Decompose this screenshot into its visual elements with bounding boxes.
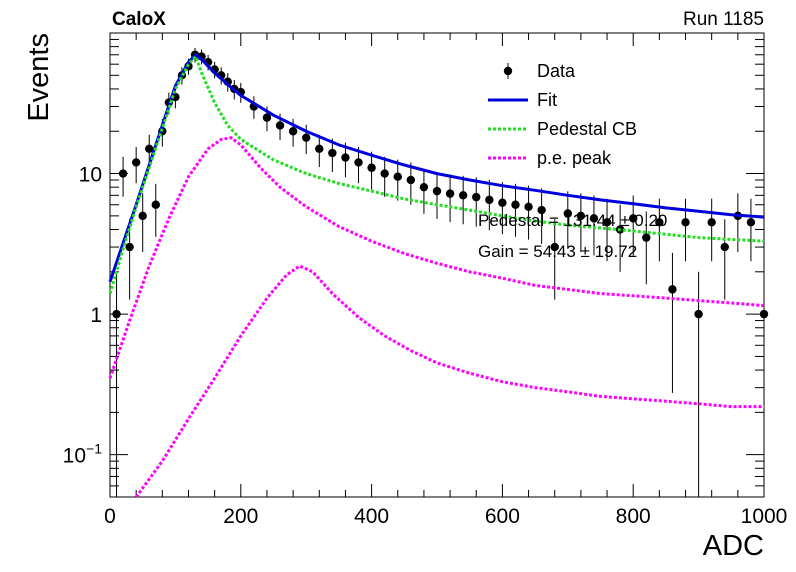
data-point <box>432 186 442 196</box>
data-point <box>720 242 729 252</box>
data-point <box>563 209 572 218</box>
data-point <box>315 144 324 154</box>
x-axis-title: ADC <box>703 530 764 562</box>
data-point <box>138 211 147 221</box>
data-point <box>576 211 586 221</box>
legend-label: Data <box>537 61 576 81</box>
data-point <box>118 169 128 178</box>
x-tick-label: 400 <box>354 505 389 528</box>
data-point <box>707 218 716 227</box>
y-tick-label: 1 <box>90 304 102 327</box>
data-point <box>125 242 134 252</box>
tick-labels: 0 200 400 600 800 1000 10−1 1 10 <box>63 164 788 528</box>
data-point <box>328 148 337 158</box>
x-tick-label: 0 <box>104 505 116 528</box>
data-point <box>642 233 651 242</box>
legend-label: Pedestal CB <box>537 119 637 139</box>
data-point <box>302 133 311 142</box>
legend-label: Fit <box>537 90 557 110</box>
legend-label: p.e. peak <box>537 148 612 168</box>
y-axis-title: Events <box>23 33 55 122</box>
data-point <box>151 200 160 209</box>
fit-curve <box>108 52 765 283</box>
data-point <box>262 113 272 122</box>
p-e-peak-curve <box>108 136 765 379</box>
data-point <box>472 192 481 202</box>
fit-stats: Pedestal = 131.44 ± 0.20 Gain = 54.43 ± 1… <box>478 211 667 261</box>
data-point <box>393 172 402 181</box>
data-point <box>681 218 690 227</box>
data-point <box>419 182 429 192</box>
data-point <box>380 169 389 178</box>
data-point <box>537 205 546 215</box>
data-point <box>367 163 376 172</box>
stat-line: Pedestal = 131.44 ± 0.20 <box>478 211 667 230</box>
data-point <box>746 218 756 227</box>
series-layer <box>108 47 769 498</box>
data-point <box>589 214 599 223</box>
data-point <box>602 218 612 227</box>
data-point <box>341 153 350 162</box>
plot-frame <box>109 32 765 498</box>
data-point <box>511 200 520 209</box>
legend: Data Fit Pedestal CB p.e. peak <box>488 61 637 168</box>
x-tick-label: 600 <box>485 505 520 528</box>
y-tick-label: 10−1 <box>63 441 103 468</box>
chart-title-left: CaloX <box>112 9 166 30</box>
data-point <box>550 242 559 252</box>
axis-ticks <box>109 32 765 498</box>
data-point <box>485 195 494 205</box>
data-point <box>445 189 455 198</box>
data-point <box>655 218 664 227</box>
data-point <box>498 198 507 207</box>
data-point <box>694 309 703 319</box>
data-point <box>629 214 638 223</box>
data-point <box>406 175 416 185</box>
stat-line: Gain = 54.43 ± 19.72 <box>478 242 637 261</box>
data-point <box>524 202 533 212</box>
data-point <box>458 191 468 200</box>
x-tick-label: 200 <box>223 505 258 528</box>
data-point <box>668 285 677 294</box>
data-point <box>288 127 298 136</box>
data-point <box>112 309 121 319</box>
data-point <box>275 121 285 130</box>
data-point <box>759 309 769 319</box>
chart-title-right: Run 1185 <box>683 9 764 30</box>
data-point <box>145 144 154 154</box>
legend-marker <box>503 66 513 76</box>
x-tick-label: 800 <box>616 505 651 528</box>
data-point <box>354 158 363 167</box>
x-tick-label: 1000 <box>741 505 788 528</box>
data-point <box>131 158 141 167</box>
y-tick-label: 10 <box>79 164 102 187</box>
pe-peak-2-curve <box>134 264 764 498</box>
